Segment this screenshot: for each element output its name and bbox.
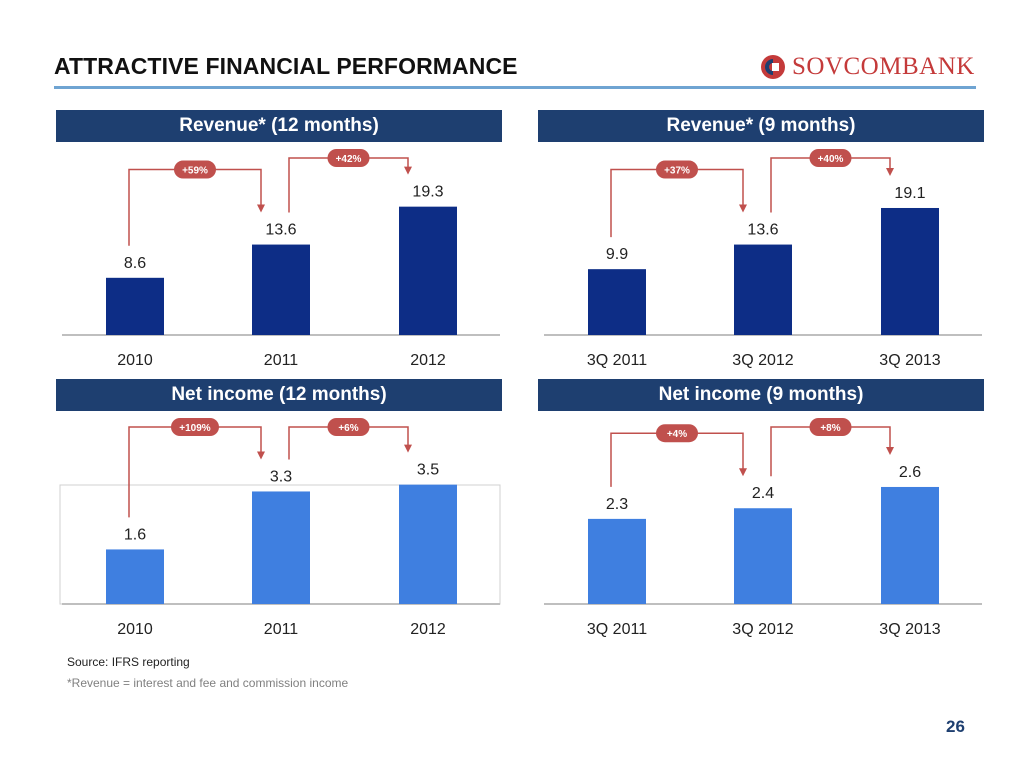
growth-arrowhead — [886, 446, 894, 455]
growth-label: +42% — [336, 154, 362, 165]
x-tick-label: 3Q 2013 — [879, 352, 940, 369]
growth-arrowhead — [257, 204, 265, 213]
title-divider — [54, 86, 976, 89]
revenue-footnote: *Revenue = interest and fee and commissi… — [67, 676, 349, 690]
logo-wordmark: SOVCOMBANK — [792, 53, 975, 80]
growth-connector — [128, 426, 262, 518]
chart-title: Net income (12 months) — [56, 379, 502, 411]
revenue-12-months-plot: 8.6 2010 13.6 2011 19.3 2012 +59% +42% — [62, 149, 500, 369]
growth-badge — [327, 149, 370, 167]
bar — [588, 518, 646, 604]
growth-arrowhead — [886, 167, 894, 176]
growth-badge — [809, 418, 852, 436]
x-tick-label: 2010 — [117, 352, 153, 369]
growth-badge — [171, 418, 219, 436]
net-income-12-months-plot: 1.6 2010 3.3 2011 3.5 2012 +109% +6% — [59, 418, 501, 638]
bar — [881, 486, 939, 604]
chart-title: Revenue* (9 months) — [538, 110, 984, 142]
sovcombank-logo: SOVCOMBANK — [760, 52, 975, 82]
x-tick-label: 2010 — [117, 621, 153, 638]
x-tick-label: 3Q 2012 — [732, 621, 793, 638]
data-label: 3.3 — [270, 468, 292, 485]
x-tick-label: 3Q 2011 — [587, 621, 647, 638]
chart-title: Revenue* (12 months) — [56, 110, 502, 142]
data-label: 2.4 — [752, 485, 774, 502]
growth-badge — [327, 418, 370, 436]
bar — [734, 244, 792, 335]
growth-badge — [809, 149, 852, 167]
source-note: Source: IFRS reporting — [67, 655, 190, 669]
growth-label: +8% — [820, 423, 840, 434]
growth-arrowhead — [257, 451, 265, 460]
net-income-9-months-plot: 2.3 3Q 2011 2.4 3Q 2012 2.6 3Q 2013 +4% +8% — [544, 418, 982, 638]
data-label: 2.6 — [899, 464, 921, 481]
growth-label: +109% — [179, 423, 211, 434]
sovcombank-logo-icon — [761, 55, 785, 79]
growth-arrowhead — [739, 468, 747, 477]
data-label: 13.6 — [747, 222, 778, 239]
bar — [399, 206, 457, 335]
x-tick-label: 2011 — [264, 621, 299, 638]
growth-connector — [128, 168, 262, 246]
bar — [588, 269, 646, 335]
growth-connector — [610, 168, 744, 238]
chart-title: Net income (9 months) — [538, 379, 984, 411]
growth-label: +40% — [818, 154, 844, 165]
net-income-9-months-chart: Net income (9 months) 2.3 3Q 2011 2.4 3Q 20… — [538, 379, 984, 641]
bar — [252, 244, 310, 335]
data-label: 19.1 — [894, 185, 925, 202]
data-label: 9.9 — [606, 246, 628, 263]
data-label: 1.6 — [124, 526, 146, 543]
data-label: 8.6 — [124, 255, 146, 272]
growth-badge — [656, 424, 698, 443]
page-number: 26 — [946, 717, 965, 736]
x-tick-label: 3Q 2011 — [587, 352, 647, 369]
bar — [881, 207, 939, 335]
data-label: 13.6 — [265, 222, 296, 239]
growth-arrowhead — [739, 204, 747, 213]
bar — [399, 484, 457, 604]
data-label: 3.5 — [417, 462, 439, 479]
revenue-9-months-plot: 9.9 3Q 2011 13.6 3Q 2012 19.1 3Q 2013 +37% +40% — [544, 149, 982, 369]
x-tick-label: 2011 — [264, 352, 299, 369]
revenue-9-months-chart: Revenue* (9 months) 9.9 3Q 2011 13.6 3Q 201… — [538, 110, 984, 372]
x-tick-label: 3Q 2013 — [879, 621, 940, 638]
data-label: 19.3 — [412, 184, 443, 201]
bar — [106, 277, 164, 335]
x-tick-label: 2012 — [410, 352, 446, 369]
data-label: 2.3 — [606, 496, 628, 513]
page-title: ATTRACTIVE FINANCIAL PERFORMANCE — [54, 53, 518, 79]
bar — [106, 549, 164, 604]
growth-arrowhead — [404, 166, 412, 175]
bar — [252, 491, 310, 604]
growth-label: +6% — [338, 423, 358, 434]
x-tick-label: 3Q 2012 — [732, 352, 793, 369]
growth-label: +37% — [664, 166, 690, 177]
revenue-12-months-chart: Revenue* (12 months) 8.6 2010 13.6 2011 19.3… — [56, 110, 502, 372]
growth-badge — [656, 160, 698, 179]
net-income-12-months-chart: Net income (12 months) 1.6 2010 3.3 2011 3.5… — [56, 379, 502, 641]
bar — [734, 508, 792, 604]
growth-arrowhead — [404, 444, 412, 453]
x-tick-label: 2012 — [410, 621, 446, 638]
growth-badge — [174, 160, 216, 179]
growth-label: +59% — [182, 166, 208, 177]
growth-label: +4% — [667, 429, 687, 440]
